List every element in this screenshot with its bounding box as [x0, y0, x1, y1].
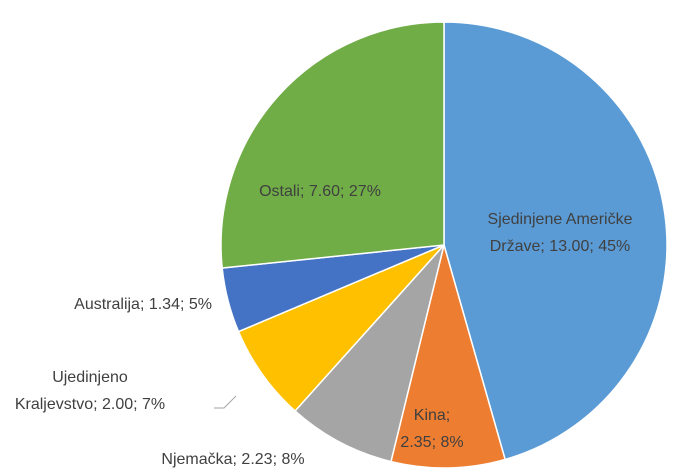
data-label: Njemačka; 2.23; 8% [161, 451, 304, 468]
pie-slice [293, 244, 445, 463]
pie-slice [443, 21, 668, 461]
pie-slice [390, 242, 507, 469]
data-label: Sjedinjene Američke [488, 211, 633, 228]
data-label: Kina; [414, 407, 450, 424]
data-label: Ujedinjeno [52, 369, 128, 386]
data-label: Australija; 1.34; 5% [74, 296, 212, 313]
data-label: Kraljevstvo; 2.00; 7% [15, 396, 165, 413]
pie-slice [220, 21, 445, 269]
data-label: Države; 13.00; 45% [490, 238, 631, 255]
data-label: Ostali; 7.60; 27% [259, 183, 381, 200]
leader-line [214, 395, 237, 409]
data-label: 2.35; 8% [400, 434, 463, 451]
